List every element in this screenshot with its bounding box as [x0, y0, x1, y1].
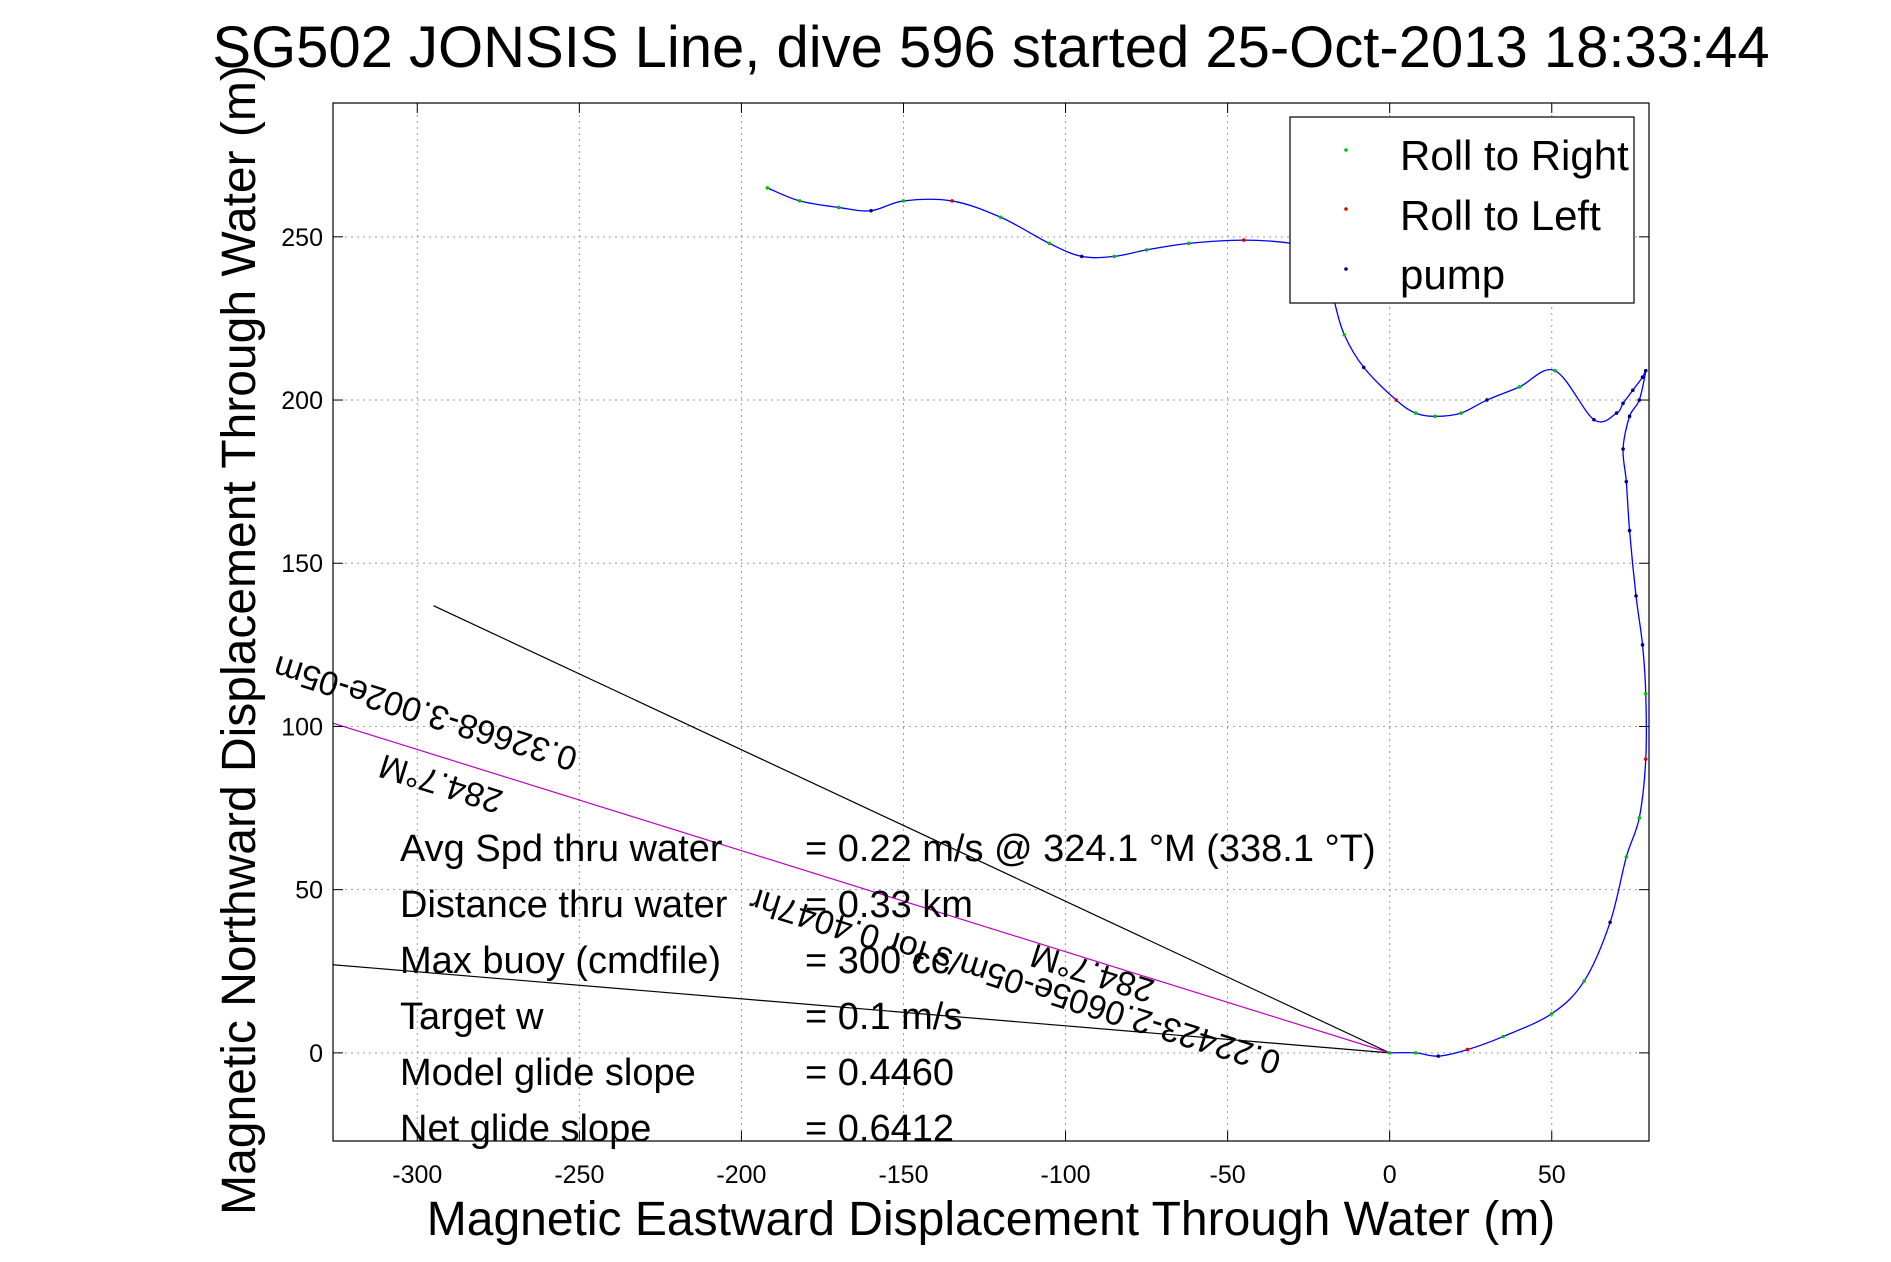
track-marker: [1640, 643, 1645, 647]
chart-title: SG502 JONSIS Line, dive 596 started 25-O…: [212, 15, 1769, 80]
legend-marker-pump: [1344, 267, 1348, 271]
x-tick-label: 50: [1538, 1161, 1566, 1189]
track-marker: [1549, 1011, 1554, 1016]
track-marker: [1643, 757, 1648, 761]
track-marker: [1186, 241, 1191, 246]
track-marker: [1608, 920, 1612, 925]
track-marker: [1627, 528, 1632, 533]
stat-label: Avg Spd thru water: [400, 828, 723, 870]
axis-ticks: -300 -250 -200 -150 -100 -50 0 50 0 50 100 150 200 25…: [281, 103, 1649, 1189]
track-marker: [1459, 411, 1463, 415]
grid-lines: [333, 103, 1649, 1141]
track-marker: [1592, 417, 1596, 422]
track-marker: [1394, 398, 1398, 402]
x-tick-label: -100: [1041, 1161, 1091, 1189]
y-tick-label: 50: [295, 877, 323, 905]
stat-label: Model glide slope: [400, 1052, 696, 1094]
track-series: [767, 187, 1648, 1057]
heading-line: [332, 722, 1390, 1054]
y-tick-label: 150: [281, 550, 323, 578]
x-tick-label: -250: [554, 1161, 604, 1189]
track-marker: [797, 199, 802, 203]
track-marker: [1079, 254, 1084, 259]
track-marker: [1433, 414, 1437, 419]
legend-label-roll-left: Roll to Left: [1400, 192, 1601, 239]
track-marker: [1640, 375, 1645, 379]
track-marker: [1627, 414, 1632, 419]
y-tick-label: 250: [281, 224, 323, 252]
stat-value: = 0.4460: [805, 1052, 954, 1094]
stat-value: = 0.6412: [805, 1108, 954, 1150]
plot-frame: [332, 102, 1650, 1142]
y-tick-label: 100: [281, 713, 323, 741]
stat-value: = 0.22 m/s @ 324.1 °M (338.1 °T): [805, 828, 1376, 870]
x-tick-label: -200: [716, 1161, 766, 1189]
y-tick-label: 0: [309, 1040, 323, 1068]
track-marker: [1643, 368, 1648, 373]
stat-value: = 0.33 km: [805, 884, 973, 926]
stat-label: Target w: [400, 996, 544, 1038]
track-marker: [1553, 368, 1557, 373]
track-marker: [1465, 1047, 1470, 1052]
track-marker: [1614, 411, 1619, 415]
x-tick-label: -300: [392, 1161, 442, 1189]
heading-line: [433, 605, 1390, 1054]
track-marker: [1413, 1051, 1418, 1055]
track-marker: [1242, 238, 1246, 242]
track-marker: [998, 215, 1003, 220]
heading-line: [332, 964, 1390, 1054]
track-marker: [1582, 979, 1586, 983]
track-marker: [1047, 241, 1052, 246]
track-marker: [1624, 855, 1629, 859]
stat-label: Net glide slope: [400, 1108, 651, 1150]
track-marker: [765, 186, 770, 190]
track-marker: [1634, 594, 1638, 598]
track-marker: [836, 205, 841, 210]
track-markers: [765, 186, 1648, 1058]
track-marker: [869, 208, 873, 213]
track-marker: [1485, 398, 1489, 402]
track-marker: [1413, 411, 1418, 415]
legend-marker-roll-right: [1344, 148, 1348, 152]
track-marker: [1630, 388, 1635, 393]
track-marker: [1436, 1054, 1441, 1058]
stat-value: = 0.1 m/s: [805, 996, 962, 1038]
x-tick-label: -150: [878, 1161, 928, 1189]
stat-label: Max buoy (cmdfile): [400, 940, 721, 982]
track-marker: [1643, 692, 1648, 696]
x-tick-label: -50: [1210, 1161, 1246, 1189]
legend-marker-roll-left: [1344, 207, 1348, 211]
track-marker: [1361, 365, 1366, 370]
track-marker: [1112, 254, 1116, 259]
track-marker: [1624, 479, 1629, 484]
track-line: [767, 187, 1648, 1057]
legend-label-pump: pump: [1400, 251, 1505, 298]
x-tick-label: 0: [1383, 1161, 1397, 1189]
x-axis-label: Magnetic Eastward Displacement Through W…: [427, 1193, 1555, 1246]
stat-value: = 300 cc: [805, 940, 950, 982]
y-axis-label: Magnetic Northward Displacement Through …: [213, 65, 266, 1215]
legend-label-roll-right: Roll to Right: [1400, 132, 1629, 179]
track-marker: [1637, 816, 1642, 820]
track-marker: [950, 199, 954, 203]
track-marker: [901, 199, 906, 203]
track-marker: [1517, 385, 1522, 389]
track-marker: [1342, 332, 1347, 337]
stats-block: Avg Spd thru water = 0.22 m/s @ 324.1 °M …: [400, 828, 1376, 1150]
track-marker: [1387, 1051, 1392, 1055]
heading-lines: [332, 605, 1390, 1054]
track-marker: [1621, 447, 1625, 451]
track-marker: [1621, 401, 1625, 406]
track-marker: [1144, 248, 1149, 252]
stat-label: Distance thru water: [400, 884, 728, 926]
y-tick-label: 200: [281, 387, 323, 415]
legend: Roll to Right Roll to Left pump: [1289, 116, 1635, 304]
track-marker: [1501, 1034, 1505, 1039]
